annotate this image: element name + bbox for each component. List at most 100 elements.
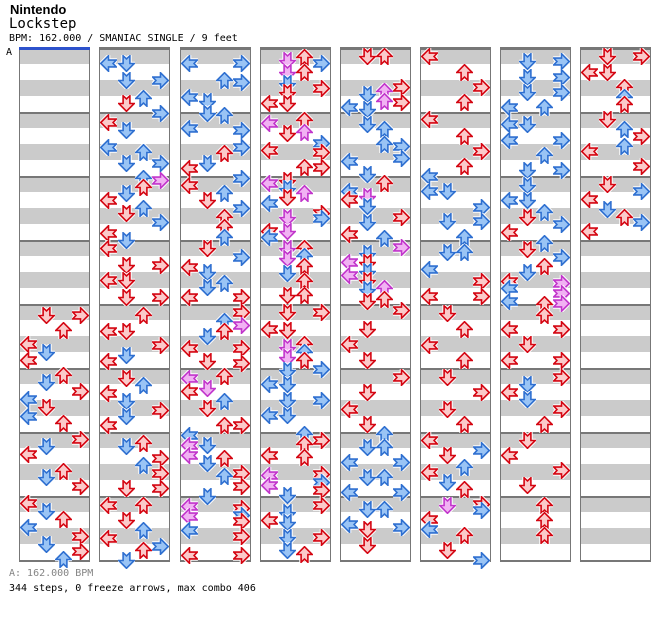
arrow-right-icon — [633, 182, 651, 200]
arrow-up-icon — [134, 143, 152, 161]
arrow-left-icon — [181, 159, 199, 177]
arrow-down-icon — [198, 352, 216, 370]
arrow-down-icon — [37, 468, 55, 486]
arrow-left-icon — [501, 292, 519, 310]
arrow-left-icon — [501, 383, 519, 401]
arrow-right-icon — [72, 542, 90, 560]
arrow-up-icon — [215, 416, 233, 434]
arrow-left-icon — [261, 194, 279, 212]
arrow-right-icon — [152, 336, 170, 354]
arrow-right-icon — [152, 154, 170, 172]
game-title: Nintendo — [10, 2, 67, 17]
arrow-down-icon — [117, 346, 135, 364]
arrow-down-icon — [358, 85, 376, 103]
arrow-down-icon — [358, 100, 376, 118]
arrow-up-icon — [295, 63, 313, 81]
arrow-down-icon — [358, 165, 376, 183]
arrow-down-icon — [518, 176, 536, 194]
arrow-down-icon — [598, 200, 616, 218]
arrow-left-icon — [261, 228, 279, 246]
arrow-down-icon — [278, 94, 296, 112]
arrow-down-icon — [198, 278, 216, 296]
arrow-right-icon — [233, 54, 251, 72]
arrow-right-icon — [393, 483, 411, 501]
arrow-left-icon — [421, 182, 439, 200]
arrow-up-icon — [295, 184, 313, 202]
arrow-down-icon — [117, 54, 135, 72]
arrow-up-icon — [455, 458, 473, 476]
arrow-up-icon — [295, 351, 313, 369]
arrow-right-icon — [393, 518, 411, 536]
arrow-down-icon — [518, 263, 536, 281]
arrow-left-icon — [181, 339, 199, 357]
arrow-right-icon — [313, 528, 331, 546]
arrow-right-icon — [473, 441, 491, 459]
arrow-right-icon — [553, 400, 571, 418]
arrow-left-icon — [421, 336, 439, 354]
arrow-right-icon — [313, 79, 331, 97]
arrow-down-icon — [117, 479, 135, 497]
arrow-left-icon — [421, 520, 439, 538]
arrow-right-icon — [233, 138, 251, 156]
arrow-down-icon — [198, 239, 216, 257]
arrow-down-icon — [358, 351, 376, 369]
arrow-down-icon — [278, 361, 296, 379]
arrow-up-icon — [134, 306, 152, 324]
chart-panel-8 — [580, 47, 651, 562]
arrow-right-icon — [313, 431, 331, 449]
arrow-left-icon — [181, 446, 199, 464]
arrow-down-icon — [358, 47, 376, 65]
arrow-up-icon — [615, 208, 633, 226]
arrow-right-icon — [152, 213, 170, 231]
arrow-down-icon — [198, 454, 216, 472]
arrow-right-icon — [233, 416, 251, 434]
arrow-down-icon — [518, 375, 536, 393]
arrow-up-icon — [535, 306, 553, 324]
arrow-down-icon — [278, 391, 296, 409]
arrow-down-icon — [198, 436, 216, 454]
arrow-down-icon — [117, 437, 135, 455]
arrow-up-icon — [295, 545, 313, 563]
arrow-down-icon — [438, 212, 456, 230]
arrow-up-icon — [295, 158, 313, 176]
arrow-left-icon — [100, 496, 118, 514]
arrow-right-icon — [393, 238, 411, 256]
arrow-up-icon — [375, 47, 393, 65]
arrow-down-icon — [358, 468, 376, 486]
arrow-up-icon — [295, 257, 313, 275]
arrow-left-icon — [20, 518, 38, 536]
arrow-right-icon — [72, 306, 90, 324]
arrow-up-icon — [455, 351, 473, 369]
arrow-up-icon — [134, 521, 152, 539]
arrow-down-icon — [37, 373, 55, 391]
arrow-left-icon — [261, 406, 279, 424]
arrow-up-icon — [535, 526, 553, 544]
arrow-up-icon — [375, 500, 393, 518]
arrow-left-icon — [341, 225, 359, 243]
arrow-right-icon — [633, 213, 651, 231]
arrow-left-icon — [181, 88, 199, 106]
arrow-left-icon — [100, 529, 118, 547]
arrow-right-icon — [473, 383, 491, 401]
arrow-up-icon — [535, 98, 553, 116]
arrow-down-icon — [117, 256, 135, 274]
arrow-left-icon — [501, 351, 519, 369]
arrow-up-icon — [295, 123, 313, 141]
arrow-down-icon — [198, 379, 216, 397]
arrow-up-icon — [295, 48, 313, 66]
arrow-down-icon — [518, 240, 536, 258]
arrow-up-icon — [375, 135, 393, 153]
arrow-left-icon — [421, 47, 439, 65]
arrow-up-icon — [215, 322, 233, 340]
arrow-right-icon — [633, 47, 651, 65]
arrow-up-icon — [134, 376, 152, 394]
arrow-left-icon — [100, 271, 118, 289]
arrow-right-icon — [313, 496, 331, 514]
arrow-left-icon — [341, 483, 359, 501]
arrow-right-icon — [393, 301, 411, 319]
arrow-left-icon — [100, 113, 118, 131]
arrow-down-icon — [117, 154, 135, 172]
arrow-down-icon — [117, 392, 135, 410]
arrow-right-icon — [553, 248, 571, 266]
arrow-down-icon — [358, 415, 376, 433]
